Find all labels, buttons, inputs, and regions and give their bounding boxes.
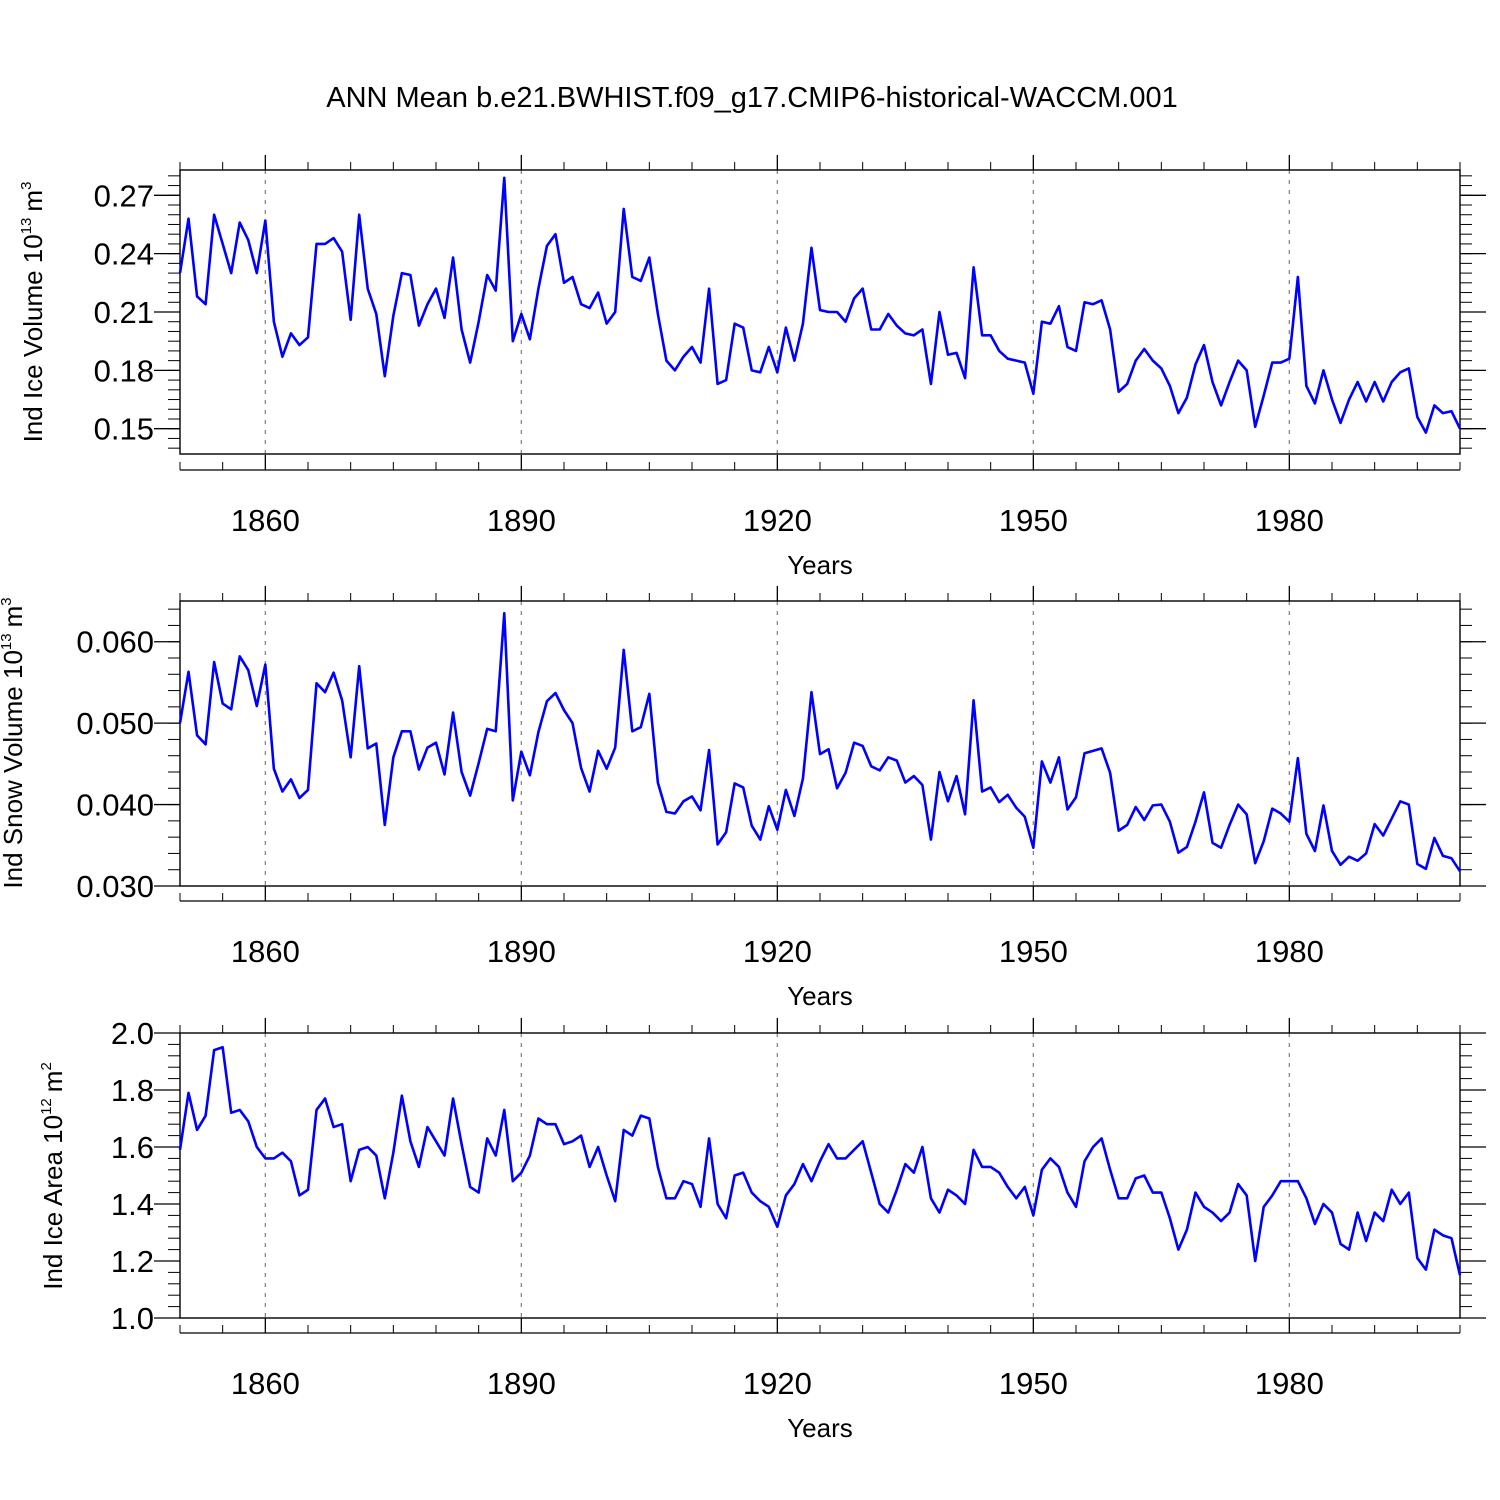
x-tick-label: 1950 (999, 1366, 1068, 1401)
y-tick-label: 0.050 (76, 706, 154, 741)
y-tick-label: 1.4 (111, 1187, 154, 1222)
chart-panel-3: 1.0 1.2 1.4 1.6 1.8 2.0 1860 1890 1920 1950 1980 Ye… (38, 1016, 1486, 1443)
y-tick-label: 2.0 (111, 1016, 154, 1051)
x-tick-label: 1890 (487, 503, 556, 538)
y-axis-title: Ind Ice Area 1012 m2 (38, 1062, 68, 1290)
x-tick-label: 1950 (999, 503, 1068, 538)
y-tick-label: 1.2 (111, 1244, 154, 1279)
y-tick-label: 1.6 (111, 1130, 154, 1165)
x-axis-title: Years (787, 981, 853, 1011)
plot-frame (179, 1032, 1461, 1319)
y-tick-label: 0.030 (76, 869, 154, 904)
x-tick-label: 1860 (231, 1366, 300, 1401)
chart-panel-2: 0.030 0.040 0.050 0.060 1860 1890 1920 1950 1980… (0, 586, 1486, 1011)
y-axis-title-main: Ind Ice Volume 10 (18, 234, 48, 442)
y-axis-title-unit-exponent: 2 (38, 1062, 55, 1070)
y-axis-title-exponent: 12 (38, 1098, 55, 1115)
y-tick-label: 0.040 (76, 788, 154, 823)
y-axis-title-exponent: 13 (0, 633, 15, 650)
y-axis-title-main: Ind Ice Area 10 (38, 1115, 68, 1290)
y-axis-title-unit-exponent: 3 (18, 182, 35, 190)
y-axis-title-exponent: 13 (18, 218, 35, 235)
x-tick-label: 1980 (1255, 503, 1324, 538)
x-tick-label: 1980 (1255, 1366, 1324, 1401)
y-tick-label: 0.18 (94, 353, 154, 388)
y-axis-title-unit-exponent: 3 (0, 597, 15, 605)
x-tick-label: 1920 (743, 503, 812, 538)
y-tick-label: 0.24 (94, 237, 154, 272)
y-tick-label: 0.27 (94, 178, 154, 213)
y-axis-title-unit: m (38, 1071, 68, 1093)
y-tick-label: 0.060 (76, 625, 154, 660)
x-tick-label: 1950 (999, 934, 1068, 969)
y-tick-label: 0.15 (94, 412, 154, 447)
x-axis-title: Years (787, 1413, 853, 1443)
y-axis-title-main: Ind Snow Volume 10 (0, 650, 28, 889)
series-line (178, 611, 1462, 873)
panels: 0.15 0.18 0.21 0.24 0.27 1860 1890 1920 1950 1980… (0, 155, 1486, 1443)
y-axis-title-unit: m (0, 606, 28, 628)
x-tick-label: 1980 (1255, 934, 1324, 969)
x-tick-label: 1920 (743, 934, 812, 969)
x-tick-label: 1860 (231, 934, 300, 969)
y-tick-label: 1.8 (111, 1073, 154, 1108)
figure-title: ANN Mean b.e21.BWHIST.f09_g17.CMIP6-hist… (326, 82, 1178, 114)
y-tick-label: 1.0 (111, 1301, 154, 1336)
x-tick-label: 1890 (487, 934, 556, 969)
x-tick-label: 1860 (231, 503, 300, 538)
y-tick-label: 0.21 (94, 295, 154, 330)
chart-panel-1: 0.15 0.18 0.21 0.24 0.27 1860 1890 1920 1950 1980… (18, 155, 1486, 580)
series-line (178, 176, 1462, 434)
x-axis-title: Years (787, 550, 853, 580)
y-axis-title: Ind Snow Volume 1013 m3 (0, 597, 28, 888)
x-tick-label: 1890 (487, 1366, 556, 1401)
plot-frame (179, 600, 1461, 887)
series-line (178, 1045, 1462, 1276)
x-tick-label: 1920 (743, 1366, 812, 1401)
y-axis-title: Ind Ice Volume 1013 m3 (18, 182, 48, 443)
y-axis-title-unit: m (18, 190, 48, 212)
plot-frame (179, 169, 1461, 455)
